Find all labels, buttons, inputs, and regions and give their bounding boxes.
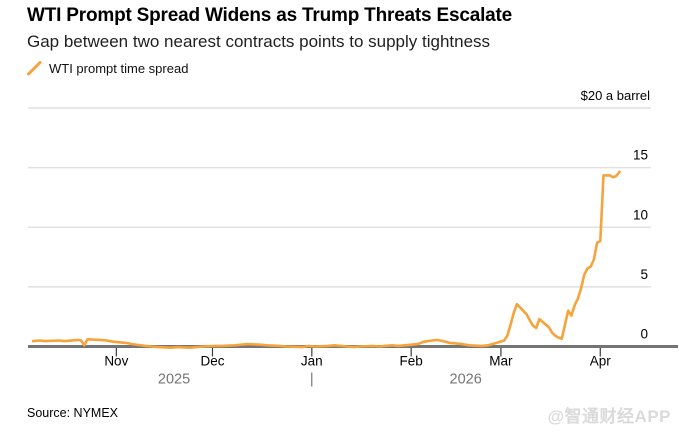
- x-axis: Nov Dec Jan Feb Mar Apr 2025 | 2026: [28, 345, 678, 388]
- gridlines: [28, 107, 651, 288]
- y-tick-label-5: 5: [640, 267, 648, 282]
- legend-item-label: WTI prompt time spread: [49, 61, 189, 76]
- y-tick-label-0: 0: [640, 327, 648, 342]
- year-label-|: |: [310, 372, 314, 388]
- y-tick-label-10: 10: [633, 207, 648, 222]
- y-axis-unit-label: $20 a barrel: [581, 88, 650, 103]
- y-tick-label-15: 15: [633, 148, 648, 163]
- x-tick-label-Apr: Apr: [590, 354, 612, 369]
- legend: WTI prompt time spread: [27, 61, 188, 76]
- x-tick-label-Dec: Dec: [200, 354, 224, 369]
- x-tick-label-Jan: Jan: [301, 354, 323, 369]
- x-tick-label-Mar: Mar: [489, 354, 513, 369]
- year-label-2026: 2026: [450, 372, 482, 388]
- source-note: Source: NYMEX: [27, 406, 119, 420]
- x-tick-label-Nov: Nov: [104, 354, 128, 369]
- series-wti-prompt-time-spread: [31, 170, 621, 350]
- x-tick-label-Feb: Feb: [400, 354, 423, 369]
- year-label-2025: 2025: [158, 372, 190, 388]
- page-subtitle: Gap between two nearest contracts points…: [27, 32, 491, 51]
- y-axis-labels: 0 5 10 15 $20 a barrel: [581, 88, 650, 342]
- page-title: WTI Prompt Spread Widens as Trump Threat…: [27, 5, 513, 26]
- series-line: [31, 170, 621, 350]
- legend-slash-icon: [27, 61, 42, 76]
- watermark: @智通财经APP: [547, 407, 671, 426]
